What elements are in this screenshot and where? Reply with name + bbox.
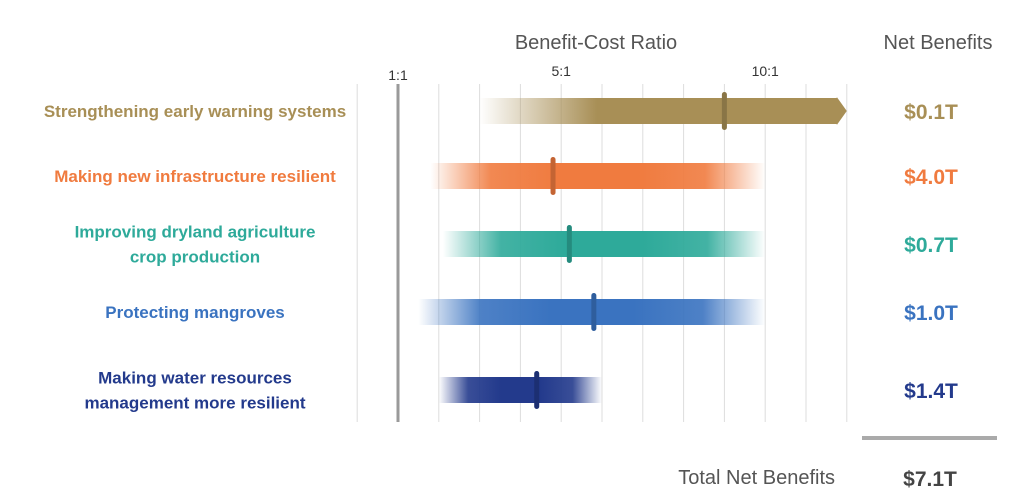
range-bar — [442, 231, 766, 257]
x-tick-label: 1:1 — [388, 67, 408, 83]
category-label: Making water resources management more re… — [84, 369, 305, 413]
point-marker — [721, 92, 727, 130]
chart-title: Benefit-Cost Ratio — [515, 32, 677, 54]
bar-group — [442, 225, 766, 263]
category-label-line: management more resilient — [84, 394, 305, 413]
total-net-benefits-value: $7.1T — [903, 468, 957, 491]
category-label: Improving dryland agriculture crop produc… — [75, 223, 316, 267]
bar-group — [479, 92, 847, 130]
category-label-line: Improving dryland agriculture — [75, 223, 316, 242]
net-benefits-header: Net Benefits — [884, 32, 993, 54]
point-marker-shade — [566, 225, 572, 263]
category-label-line: Making water resources — [98, 369, 292, 388]
point-marker — [550, 157, 556, 195]
category-label-line: Making new infrastructure resilient — [54, 167, 336, 186]
point-marker — [534, 371, 540, 409]
net-benefit-value: $4.0T — [904, 166, 958, 189]
range-bar — [438, 377, 602, 403]
net-benefit-values: $0.1T $4.0T $0.7T $1.0T $1.4T — [904, 101, 958, 403]
point-marker-shade — [550, 157, 556, 195]
total-net-benefits-label: Total Net Benefits — [678, 467, 835, 489]
x-tick-label: 10:1 — [752, 63, 779, 79]
bar-group — [430, 157, 766, 195]
category-label: Strengthening early warning systems — [44, 102, 346, 121]
point-marker-shade — [591, 293, 597, 331]
category-label: Protecting mangroves — [105, 303, 285, 322]
range-bars — [418, 92, 847, 409]
x-tick-labels: 1:1 5:1 10:1 — [388, 63, 779, 83]
category-label-line: Protecting mangroves — [105, 303, 285, 322]
net-benefit-value: $0.7T — [904, 234, 958, 257]
point-marker-shade — [534, 371, 540, 409]
point-marker — [591, 293, 597, 331]
x-tick-label: 5:1 — [551, 63, 571, 79]
bar-group — [418, 293, 766, 331]
range-bar — [479, 97, 847, 125]
category-labels: Strengthening early warning systems Makin… — [44, 102, 346, 413]
bar-group — [438, 371, 602, 409]
category-label-line: crop production — [130, 248, 260, 267]
point-marker — [566, 225, 572, 263]
category-label: Making new infrastructure resilient — [54, 167, 336, 186]
category-label-line: Strengthening early warning systems — [44, 102, 346, 121]
net-benefit-value: $1.4T — [904, 380, 958, 403]
net-benefit-value: $0.1T — [904, 101, 958, 124]
net-benefit-value: $1.0T — [904, 302, 958, 325]
range-bar — [430, 163, 766, 189]
point-marker-shade — [721, 92, 727, 130]
